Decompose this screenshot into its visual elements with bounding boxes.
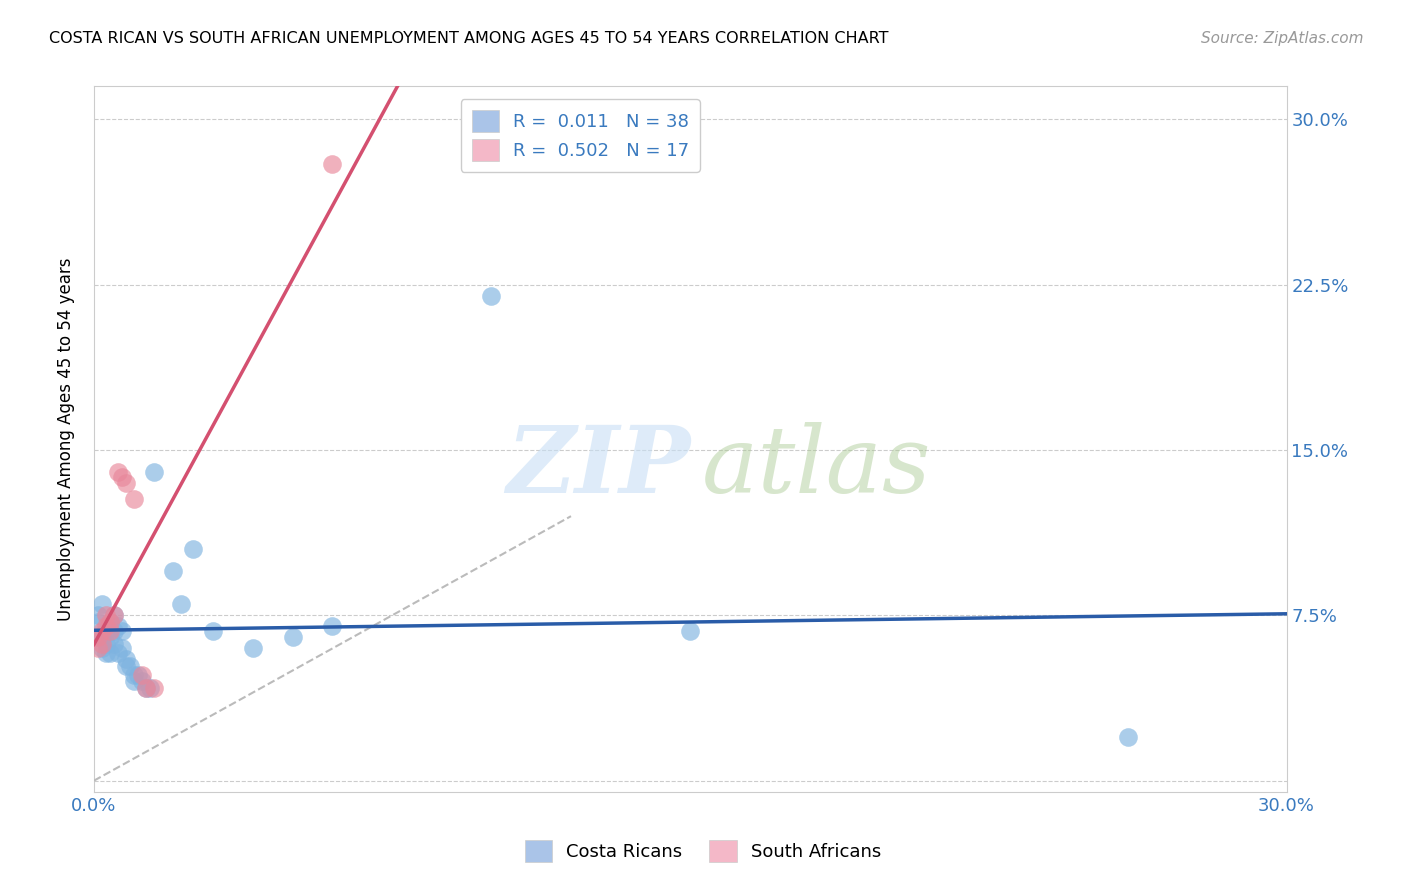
Point	[170, 598, 193, 612]
Point	[94, 619, 117, 633]
Point	[107, 619, 129, 633]
Point	[87, 641, 110, 656]
Point	[87, 608, 110, 623]
Point	[90, 637, 112, 651]
Legend: Costa Ricans, South Africans: Costa Ricans, South Africans	[517, 833, 889, 870]
Point	[98, 615, 121, 629]
Point	[321, 156, 343, 170]
Point	[94, 624, 117, 638]
Point	[90, 641, 112, 656]
Point	[94, 608, 117, 623]
Text: atlas: atlas	[702, 422, 932, 512]
Point	[142, 681, 165, 695]
Point	[103, 637, 125, 651]
Point	[122, 674, 145, 689]
Legend: R =  0.011   N = 38, R =  0.502   N = 17: R = 0.011 N = 38, R = 0.502 N = 17	[461, 99, 700, 172]
Point	[98, 646, 121, 660]
Point	[138, 681, 160, 695]
Point	[87, 615, 110, 629]
Point	[202, 624, 225, 638]
Point	[90, 598, 112, 612]
Point	[111, 641, 134, 656]
Point	[107, 646, 129, 660]
Point	[135, 681, 157, 695]
Point	[114, 652, 136, 666]
Text: Source: ZipAtlas.com: Source: ZipAtlas.com	[1201, 31, 1364, 46]
Point	[94, 637, 117, 651]
Text: ZIP: ZIP	[506, 422, 690, 512]
Point	[94, 646, 117, 660]
Point	[107, 465, 129, 479]
Y-axis label: Unemployment Among Ages 45 to 54 years: Unemployment Among Ages 45 to 54 years	[58, 257, 75, 621]
Point	[162, 564, 184, 578]
Point	[114, 476, 136, 491]
Point	[118, 659, 141, 673]
Point	[90, 631, 112, 645]
Point	[98, 631, 121, 645]
Point	[103, 624, 125, 638]
Point	[242, 641, 264, 656]
Point	[111, 624, 134, 638]
Point	[122, 491, 145, 506]
Point	[103, 608, 125, 623]
Point	[321, 619, 343, 633]
Point	[131, 674, 153, 689]
Point	[103, 608, 125, 623]
Point	[127, 668, 149, 682]
Point	[481, 289, 503, 303]
Point	[90, 624, 112, 638]
Point	[98, 615, 121, 629]
Point	[131, 668, 153, 682]
Point	[181, 542, 204, 557]
Point	[679, 624, 702, 638]
Point	[135, 681, 157, 695]
Point	[122, 668, 145, 682]
Point	[1116, 730, 1139, 744]
Point	[114, 659, 136, 673]
Point	[98, 624, 121, 638]
Point	[87, 631, 110, 645]
Point	[142, 465, 165, 479]
Point	[111, 469, 134, 483]
Text: COSTA RICAN VS SOUTH AFRICAN UNEMPLOYMENT AMONG AGES 45 TO 54 YEARS CORRELATION : COSTA RICAN VS SOUTH AFRICAN UNEMPLOYMEN…	[49, 31, 889, 46]
Point	[281, 631, 304, 645]
